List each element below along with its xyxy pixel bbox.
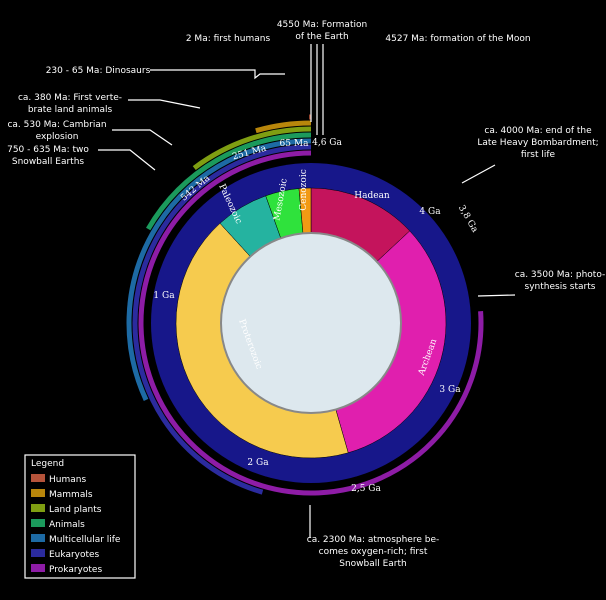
life-arc — [255, 120, 312, 134]
tick-label: 4 Ga — [419, 207, 441, 217]
eon-label: Hadean — [354, 191, 390, 201]
life-arc — [192, 126, 312, 171]
callout-text: Late Heavy Bombardment; — [477, 138, 598, 148]
leader — [112, 129, 173, 146]
center-disk — [220, 232, 402, 414]
leader — [461, 164, 496, 184]
life-arc — [138, 150, 484, 496]
rings — [126, 114, 484, 496]
life-arc — [146, 132, 312, 231]
callout-text: comes oxygen-rich; first — [319, 547, 428, 557]
legend-swatch — [31, 519, 45, 527]
callout-text: of the Earth — [295, 32, 348, 42]
callout-text: explosion — [36, 132, 79, 142]
tick-label: 3 Ga — [439, 385, 461, 395]
legend-label: Mammals — [49, 490, 93, 500]
callout-text: ca. 4000 Ma: end of the — [484, 126, 592, 136]
tick-label: 1 Ga — [153, 291, 175, 301]
life-arc — [126, 138, 312, 401]
callout-text: ca. 3500 Ma: photo- — [515, 270, 606, 280]
callout-text: first life — [521, 150, 556, 160]
legend-swatch — [31, 534, 45, 542]
eon-label: Cenozoic — [299, 169, 309, 211]
leader — [477, 294, 516, 297]
leader — [98, 149, 156, 171]
tick-label: 65 Ma — [280, 139, 310, 149]
leader — [128, 99, 201, 109]
callout-text: ca. 380 Ma: First verte- — [18, 93, 122, 103]
callout-text: Snowball Earth — [339, 559, 407, 569]
life-arc — [132, 144, 312, 495]
callout-text: 230 - 65 Ma: Dinosaurs — [46, 66, 151, 76]
callout-text: Snowball Earths — [12, 157, 85, 167]
legend-title: Legend — [31, 459, 64, 469]
tick-label: 2 Ga — [247, 458, 269, 468]
legend-label: Eukaryotes — [49, 550, 100, 560]
legend-label: Humans — [49, 475, 86, 485]
callout-text: ca. 530 Ma: Cambrian — [7, 120, 106, 130]
legend: Legend Humans Mammals Land plants Animals Mul… — [24, 454, 136, 579]
callout-text: 4527 Ma: formation of the Moon — [385, 34, 530, 44]
callout-text: ca. 2300 Ma: atmosphere be- — [307, 535, 439, 545]
tick-label: 4,6 Ga — [312, 138, 342, 148]
legend-label: Animals — [49, 520, 85, 530]
callout-text: synthesis starts — [525, 282, 596, 292]
legend-label: Multicellular life — [49, 535, 121, 545]
legend-swatch — [31, 504, 45, 512]
callout-text: 2 Ma: first humans — [186, 34, 271, 44]
tick-label: 2,5 Ga — [351, 484, 381, 494]
callout-text: 4550 Ma: Formation — [277, 20, 367, 30]
callout-text: 750 - 635 Ma: two — [7, 145, 89, 155]
legend-swatch — [31, 549, 45, 557]
legend-swatch — [31, 564, 45, 572]
callout-text: brate land animals — [28, 105, 113, 115]
legend-label: Prokaryotes — [49, 565, 102, 575]
legend-label: Land plants — [49, 505, 102, 515]
callout-lines — [98, 44, 516, 538]
leader — [150, 69, 285, 80]
legend-swatch — [31, 474, 45, 482]
legend-swatch — [31, 489, 45, 497]
